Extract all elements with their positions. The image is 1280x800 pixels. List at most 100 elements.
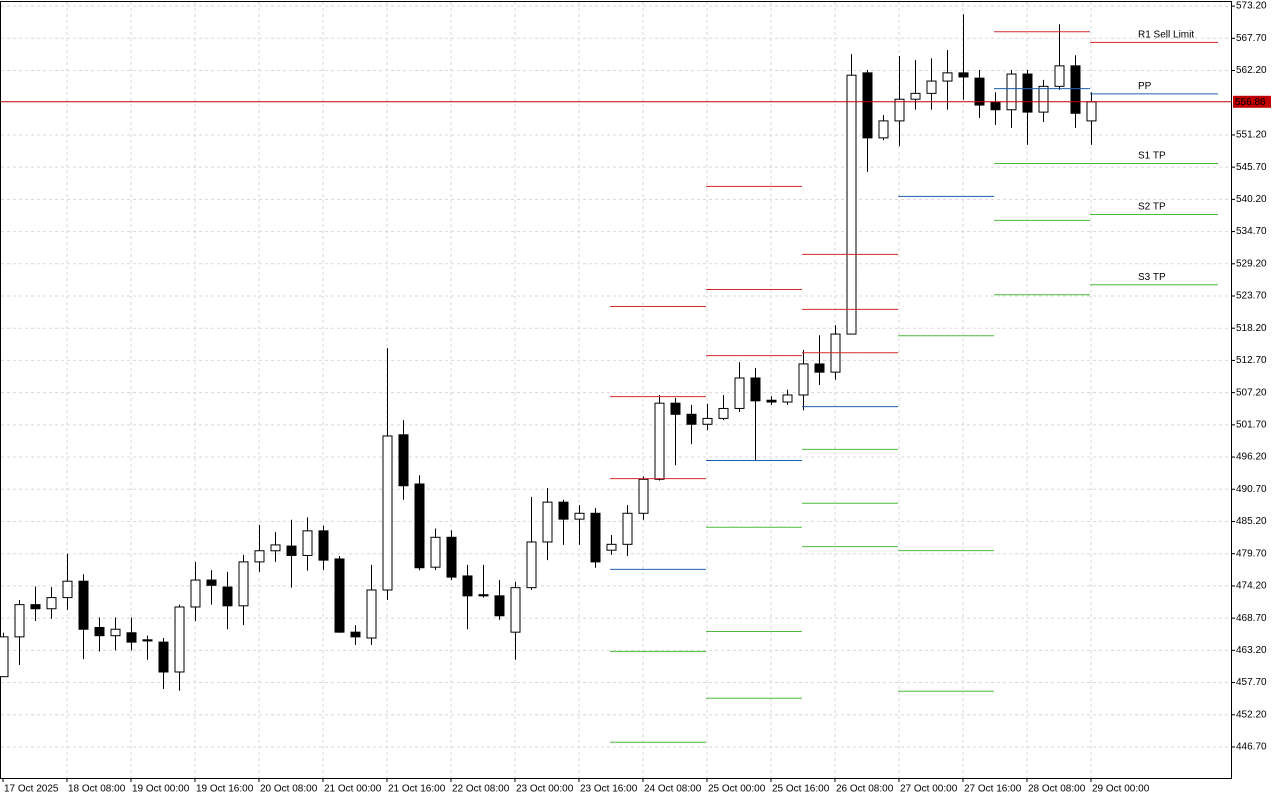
y-tick-label: 452.20 [1236, 709, 1267, 720]
candle-body [734, 377, 745, 409]
y-tick-label: 479.70 [1236, 548, 1267, 559]
y-tick-label: 562.20 [1236, 65, 1267, 76]
candle-body [910, 92, 921, 100]
candle-body [366, 589, 377, 639]
candle-body [942, 72, 953, 82]
candle-body [574, 512, 585, 520]
candle-body [30, 604, 41, 610]
candle-body [622, 512, 633, 545]
candle-body [430, 536, 441, 568]
y-tick-label: 545.70 [1236, 162, 1267, 173]
candle-body [990, 101, 1001, 111]
x-tick-label: 23 Oct 16:00 [580, 784, 638, 795]
candle-body [286, 545, 297, 556]
candle-body [302, 530, 313, 556]
candle-body [190, 579, 201, 608]
candle-body [222, 586, 233, 607]
candle-body [398, 434, 409, 487]
candle-body [1070, 65, 1081, 114]
y-tick-label: 463.20 [1236, 645, 1267, 656]
candle-body [158, 641, 169, 673]
y-tick-label: 457.70 [1236, 677, 1267, 688]
x-tick-label: 20 Oct 08:00 [260, 784, 318, 795]
candle-body [478, 594, 489, 597]
y-tick-label: 551.20 [1236, 130, 1267, 141]
candle-body [46, 597, 57, 610]
candle-body [1038, 85, 1049, 113]
x-tick-label: 18 Oct 08:00 [68, 784, 126, 795]
candle-body [638, 478, 649, 514]
candle-body [878, 120, 889, 139]
candle-body [94, 626, 105, 637]
y-tick-label: 474.20 [1236, 581, 1267, 592]
candle-body [718, 407, 729, 419]
y-tick-label: 512.70 [1236, 355, 1267, 366]
candle-body [862, 72, 873, 139]
level-label: R1 Sell Limit [1138, 29, 1194, 40]
x-tick-label: 27 Oct 16:00 [964, 784, 1022, 795]
y-tick-label: 501.70 [1236, 419, 1267, 430]
candle-body [798, 363, 809, 396]
candle-body [174, 606, 185, 673]
candle-body [814, 363, 825, 373]
candle-body [1054, 65, 1065, 87]
candle-body [446, 536, 457, 578]
candle-body [526, 541, 537, 589]
candle-body [894, 98, 905, 122]
y-tick-label: 490.70 [1236, 484, 1267, 495]
y-tick-label: 507.20 [1236, 387, 1267, 398]
y-tick-label: 534.70 [1236, 226, 1267, 237]
candle-body [494, 595, 505, 617]
candle-body [606, 543, 617, 551]
x-tick-label: 25 Oct 16:00 [772, 784, 830, 795]
candle-body [254, 550, 265, 563]
candle-body [558, 501, 569, 520]
candle-body [766, 399, 777, 403]
candle-body [590, 512, 601, 563]
candle-body [542, 501, 553, 543]
x-tick-label: 29 Oct 00:00 [1092, 784, 1150, 795]
candle-body [1022, 73, 1033, 113]
x-tick-label: 22 Oct 08:00 [452, 784, 510, 795]
x-tick-label: 21 Oct 16:00 [388, 784, 446, 795]
candle-body [462, 575, 473, 597]
y-tick-label: 496.20 [1236, 452, 1267, 463]
candle-body [78, 580, 89, 630]
candle-body [1086, 101, 1097, 122]
x-tick-label: 21 Oct 00:00 [324, 784, 382, 795]
x-tick-label: 19 Oct 00:00 [132, 784, 190, 795]
candle-body [110, 628, 121, 637]
level-label: S2 TP [1138, 202, 1166, 213]
candle-body [0, 636, 9, 678]
x-tick-label: 24 Oct 08:00 [644, 784, 702, 795]
candle-body [206, 579, 217, 586]
candle-body [334, 558, 345, 633]
y-tick-label: 446.70 [1236, 742, 1267, 753]
last-price-box [1233, 95, 1271, 108]
candle-body [974, 77, 985, 106]
candle-body [670, 402, 681, 415]
candle-body [750, 377, 761, 402]
x-tick-label: 27 Oct 00:00 [900, 784, 958, 795]
candle-body [318, 530, 329, 561]
x-tick-label: 17 Oct 2025 [4, 784, 59, 795]
level-label: PP [1138, 81, 1152, 92]
level-label: S1 TP [1138, 151, 1166, 162]
candle-body [414, 483, 425, 569]
level-label: S3 TP [1138, 272, 1166, 283]
candle-body [1006, 73, 1017, 111]
candle-body [926, 80, 937, 94]
candle-body [702, 417, 713, 425]
candle-body [510, 587, 521, 633]
y-tick-label: 529.20 [1236, 258, 1267, 269]
candle-body [126, 632, 137, 643]
x-tick-label: 28 Oct 08:00 [1028, 784, 1086, 795]
y-tick-label: 468.70 [1236, 613, 1267, 624]
x-tick-label: 25 Oct 00:00 [708, 784, 766, 795]
candle-body [142, 639, 153, 642]
y-tick-label: 567.70 [1236, 33, 1267, 44]
candle-body [654, 402, 665, 480]
y-tick-label: 523.70 [1236, 291, 1267, 302]
